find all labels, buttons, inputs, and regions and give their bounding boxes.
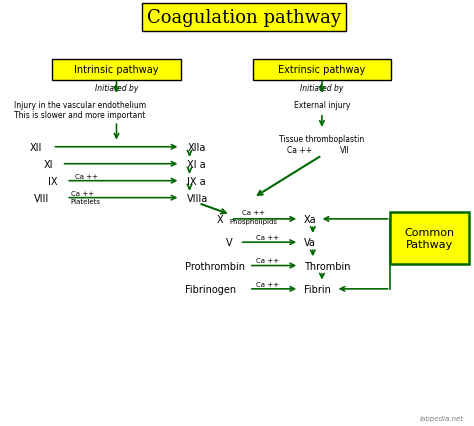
FancyBboxPatch shape — [143, 4, 346, 32]
FancyBboxPatch shape — [253, 60, 392, 81]
Text: Injury in the vascular endothelium: Injury in the vascular endothelium — [14, 101, 146, 109]
Text: Va: Va — [304, 238, 316, 248]
Text: Initiated by: Initiated by — [95, 83, 138, 92]
Text: Tissue thromboplastin: Tissue thromboplastin — [279, 135, 365, 144]
Text: Ca ++: Ca ++ — [255, 257, 279, 263]
Text: Prothrombin: Prothrombin — [185, 261, 245, 271]
Text: Ca ++: Ca ++ — [255, 281, 279, 287]
Text: VIIIa: VIIIa — [187, 193, 209, 203]
FancyBboxPatch shape — [52, 60, 182, 81]
Text: Intrinsic pathway: Intrinsic pathway — [74, 65, 159, 75]
Text: labpedia.net: labpedia.net — [419, 415, 464, 421]
Text: Coagulation pathway: Coagulation pathway — [147, 9, 341, 26]
Text: XII: XII — [30, 142, 42, 153]
Text: Thrombin: Thrombin — [304, 261, 350, 271]
Text: This is slower and more important: This is slower and more important — [14, 110, 146, 119]
Text: XIIa: XIIa — [187, 142, 206, 153]
Text: XI a: XI a — [187, 159, 206, 169]
Text: Fibrinogen: Fibrinogen — [185, 284, 236, 294]
Text: Phospholipids: Phospholipids — [229, 219, 277, 225]
Text: IX a: IX a — [187, 176, 206, 186]
Text: Ca ++: Ca ++ — [287, 146, 312, 155]
Text: Fibrin: Fibrin — [304, 284, 330, 294]
Text: Initiated by: Initiated by — [300, 83, 344, 92]
Text: Extrinsic pathway: Extrinsic pathway — [278, 65, 365, 75]
Text: XI: XI — [44, 159, 53, 169]
Text: Ca ++: Ca ++ — [75, 174, 99, 180]
Text: IX: IX — [48, 176, 57, 186]
Text: Common
Pathway: Common Pathway — [404, 227, 454, 249]
Text: V: V — [226, 238, 233, 248]
FancyBboxPatch shape — [390, 212, 469, 265]
Text: Ca ++: Ca ++ — [71, 191, 94, 197]
Text: Ca ++: Ca ++ — [255, 235, 279, 241]
Text: Xa: Xa — [304, 214, 316, 225]
Text: External injury: External injury — [294, 101, 350, 109]
Text: X: X — [217, 214, 224, 225]
Text: Ca ++: Ca ++ — [242, 210, 265, 216]
Text: Platelets: Platelets — [71, 199, 101, 204]
Text: VII: VII — [340, 146, 350, 155]
Text: VIII: VIII — [34, 193, 50, 203]
